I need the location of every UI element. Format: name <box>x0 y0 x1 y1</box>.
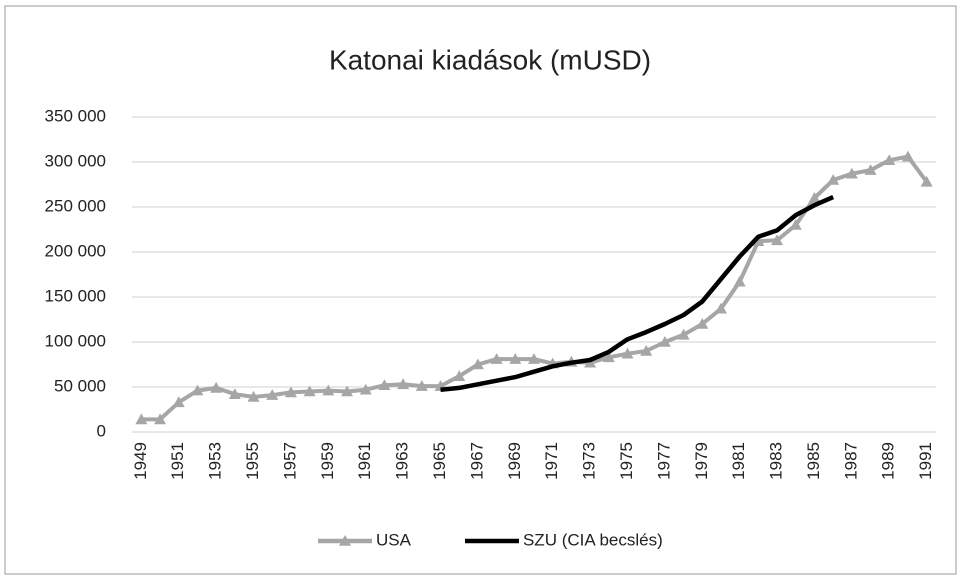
data-point <box>154 413 167 425</box>
data-point <box>172 396 185 408</box>
data-point <box>490 353 503 364</box>
y-tick-label: 200 000 <box>45 241 106 260</box>
x-tick-label: 1965 <box>430 442 449 480</box>
data-point <box>901 150 914 162</box>
data-point <box>415 380 428 391</box>
y-tick-label: 50 000 <box>54 376 106 395</box>
data-point <box>771 234 784 246</box>
data-point <box>284 386 297 398</box>
data-point <box>303 385 316 397</box>
data-point <box>714 302 727 314</box>
data-point <box>752 235 765 246</box>
x-tick-label: 1973 <box>580 442 599 480</box>
series-line <box>440 195 835 392</box>
y-tick-label: 350 000 <box>45 106 106 125</box>
data-point <box>210 381 223 393</box>
data-point <box>658 336 671 347</box>
data-point <box>471 358 484 370</box>
data-point <box>789 219 802 230</box>
x-tick-label: 1977 <box>654 442 673 480</box>
y-tick-label: 0 <box>97 421 106 440</box>
x-tick-label: 1969 <box>505 442 524 480</box>
data-point <box>640 345 653 356</box>
x-tick-label: 1967 <box>467 442 486 480</box>
x-tick-label: 1951 <box>168 442 187 480</box>
data-point <box>266 389 279 400</box>
x-tick-label: 1959 <box>318 442 337 480</box>
data-point <box>845 167 858 179</box>
chart-frame <box>4 5 957 575</box>
data-point <box>378 379 391 390</box>
data-point <box>733 275 746 287</box>
data-point <box>808 192 821 203</box>
data-point <box>322 384 335 396</box>
x-tick-label: 1961 <box>355 442 374 480</box>
data-point <box>228 388 241 399</box>
x-tick-label: 1991 <box>916 442 935 480</box>
data-point <box>864 164 877 175</box>
x-tick-label: 1979 <box>692 442 711 480</box>
y-tick-label: 300 000 <box>45 151 106 170</box>
x-tick-label: 1975 <box>617 442 636 480</box>
data-point <box>341 385 354 397</box>
x-tick-label: 1971 <box>542 442 561 480</box>
legend-label: SZU (CIA becslés) <box>523 530 663 549</box>
data-point <box>920 175 933 187</box>
data-point <box>883 154 896 165</box>
data-point <box>509 353 522 364</box>
data-point <box>397 378 410 390</box>
chart-title: Katonai kiadások (mUSD) <box>329 44 651 75</box>
data-point <box>621 347 634 359</box>
x-tick-label: 1963 <box>393 442 412 480</box>
data-point <box>453 370 466 381</box>
y-tick-label: 150 000 <box>45 286 106 305</box>
x-tick-label: 1983 <box>767 442 786 480</box>
data-point <box>677 328 690 340</box>
x-tick-label: 1957 <box>280 442 299 480</box>
data-point <box>135 413 148 425</box>
data-point <box>602 351 615 363</box>
x-tick-label: 1987 <box>841 442 860 480</box>
x-tick-label: 1981 <box>729 442 748 480</box>
data-point <box>247 390 260 402</box>
legend-label: USA <box>376 530 412 549</box>
x-tick-label: 1989 <box>879 442 898 480</box>
x-tick-label: 1955 <box>243 442 262 480</box>
x-tick-label: 1949 <box>131 442 150 480</box>
legend-marker <box>339 535 351 546</box>
data-point <box>696 318 709 329</box>
data-point <box>827 174 840 185</box>
y-tick-label: 250 000 <box>45 196 106 215</box>
data-point <box>191 384 204 396</box>
data-point <box>359 383 372 395</box>
data-point <box>528 353 540 364</box>
x-tick-label: 1985 <box>804 442 823 480</box>
y-tick-label: 100 000 <box>45 331 106 350</box>
x-tick-label: 1953 <box>206 442 225 480</box>
